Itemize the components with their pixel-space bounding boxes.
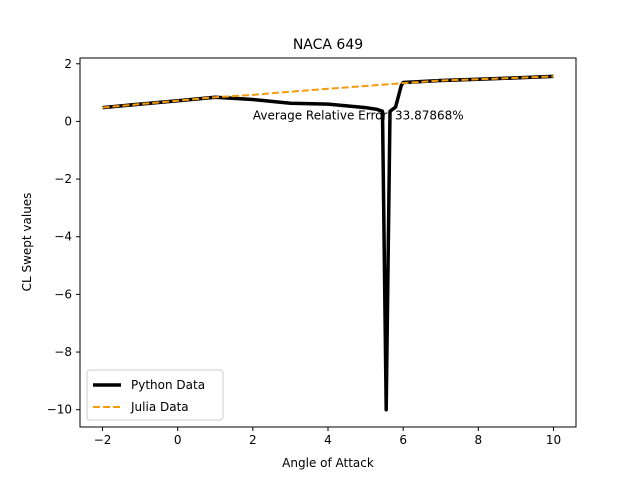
x-tick-label: 4: [324, 433, 332, 447]
y-tick-label: −6: [54, 287, 72, 301]
series-line-python: [102, 74, 554, 412]
chart-title: NACA 649: [293, 37, 363, 53]
legend-label: Python Data: [131, 378, 205, 392]
x-axis-label: Angle of Attack: [282, 456, 374, 470]
series-line-julia: [102, 75, 554, 109]
x-tick-label: 2: [249, 433, 257, 447]
error-annotation: Average Relative Error: 33.87868%: [253, 109, 464, 123]
y-tick-label: −10: [47, 403, 72, 417]
y-tick-label: −8: [54, 345, 72, 359]
x-tick-label: 0: [174, 433, 182, 447]
x-tick-label: 8: [474, 433, 482, 447]
y-axis-label: CL Swept values: [20, 193, 34, 292]
x-axis-ticks: −2 0 2 4 6 8 10: [94, 427, 561, 447]
y-tick-label: 2: [64, 57, 72, 71]
y-tick-label: −4: [54, 230, 72, 244]
y-tick-label: −2: [54, 172, 72, 186]
x-tick-label: 6: [399, 433, 407, 447]
y-tick-label: 0: [64, 114, 72, 128]
x-tick-label: 10: [546, 433, 561, 447]
axes-frame: [79, 57, 577, 428]
x-tick-label: −2: [94, 433, 112, 447]
legend-box: [86, 369, 224, 421]
series-lines: [102, 74, 554, 412]
legend: Python Data Julia Data: [86, 369, 224, 421]
legend-label: Julia Data: [130, 400, 189, 414]
y-axis-ticks: −10 −8 −6 −4 −2 0 2: [47, 57, 80, 417]
